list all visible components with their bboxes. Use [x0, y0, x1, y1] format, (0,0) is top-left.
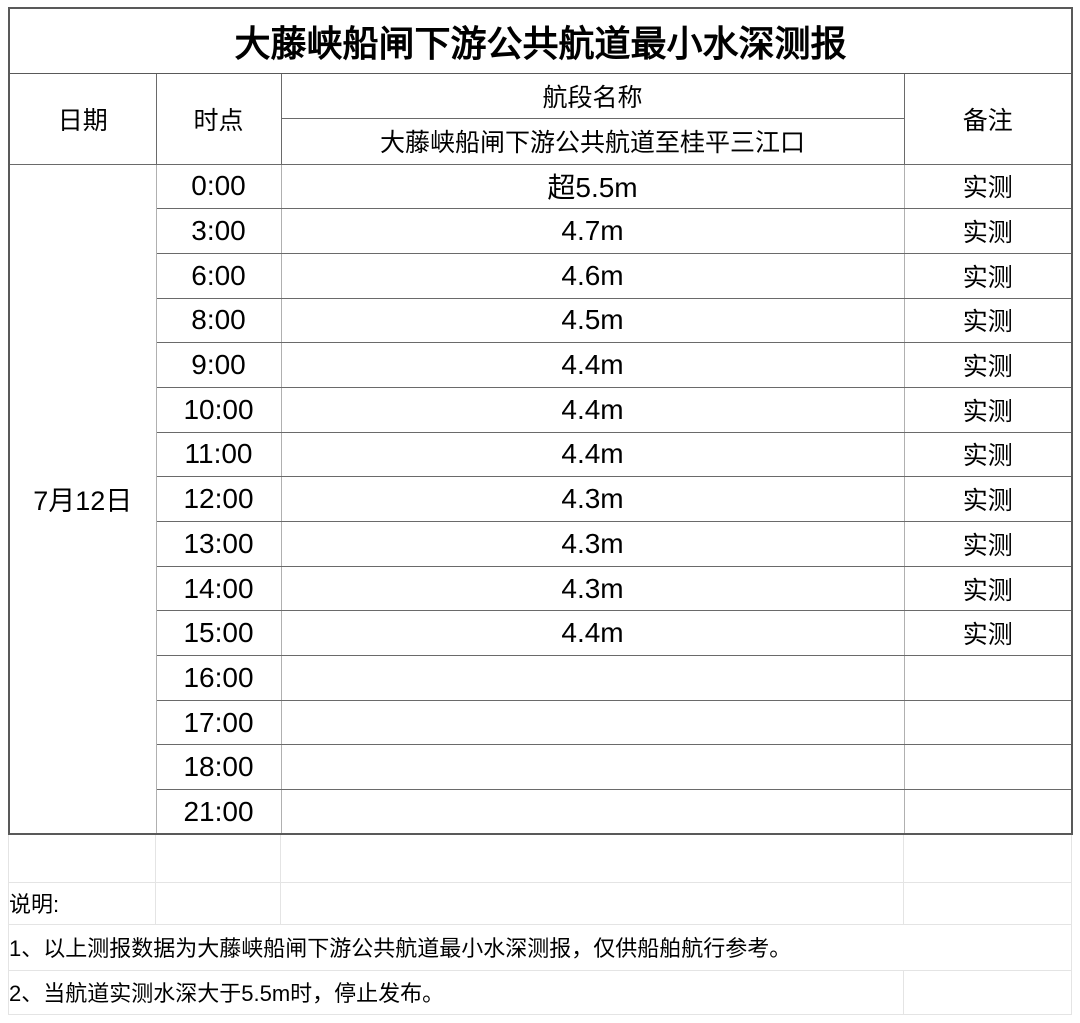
table-row: 6:00 4.6m 实测: [9, 252, 1073, 299]
note-2: 2、当航道实测水深大于5.5m时，停止发布。: [8, 970, 904, 1015]
remark-cell: 实测: [903, 521, 1073, 567]
depth-cell: 4.4m: [280, 386, 905, 433]
remark-cell: 实测: [903, 252, 1073, 299]
depth-cell: 4.4m: [280, 342, 905, 388]
remark-cell: 实测: [903, 386, 1073, 433]
header-date: 日期: [8, 72, 157, 165]
depth-cell: 4.7m: [280, 208, 905, 254]
table-row: 18:00: [9, 744, 1073, 791]
table-row: 14:00 4.3m 实测: [9, 565, 1073, 612]
table-row: 8:00 4.5m 实测: [9, 297, 1073, 344]
notes-label: 说明:: [8, 882, 156, 925]
report-table-container: 大藤峡船闸下游公共航道最小水深测报 日期 时点 航段名称 备注 大藤峡船闸下游公…: [8, 7, 1074, 1015]
time-cell: 0:00: [155, 163, 282, 210]
time-cell: 6:00: [155, 252, 282, 299]
time-cell: 16:00: [155, 655, 282, 701]
depth-cell: 4.3m: [280, 521, 905, 567]
table-row: 16:00: [9, 655, 1073, 701]
note-row: 2、当航道实测水深大于5.5m时，停止发布。: [8, 970, 1072, 1015]
header-remark: 备注: [903, 72, 1073, 165]
depth-cell: 4.3m: [280, 476, 905, 522]
depth-cell: [280, 789, 905, 835]
time-cell: 9:00: [155, 342, 282, 388]
header-section: 航段名称: [280, 72, 905, 119]
remark-cell: 实测: [903, 163, 1073, 210]
table-row: 12:00 4.3m 实测: [9, 476, 1073, 522]
time-cell: 11:00: [155, 431, 282, 478]
remark-cell: 实测: [903, 297, 1073, 344]
remark-cell: [903, 744, 1073, 791]
depth-report-table: 大藤峡船闸下游公共航道最小水深测报 日期 时点 航段名称 备注 大藤峡船闸下游公…: [8, 7, 1074, 836]
header-time: 时点: [155, 72, 282, 165]
remark-cell: [903, 789, 1073, 835]
table-row: 15:00 4.4m 实测: [9, 610, 1073, 657]
depth-cell: 超5.5m: [280, 163, 905, 210]
time-cell: 17:00: [155, 699, 282, 746]
depth-cell: 4.4m: [280, 610, 905, 657]
time-cell: 12:00: [155, 476, 282, 522]
remark-cell: 实测: [903, 476, 1073, 522]
table-row: 13:00 4.3m 实测: [9, 521, 1073, 567]
note-1: 1、以上测报数据为大藤峡船闸下游公共航道最小水深测报，仅供船舶航行参考。: [8, 924, 1072, 971]
notes-section: 说明: 1、以上测报数据为大藤峡船闸下游公共航道最小水深测报，仅供船舶航行参考。…: [8, 835, 1072, 1015]
time-cell: 3:00: [155, 208, 282, 254]
depth-cell: [280, 744, 905, 791]
depth-cell: [280, 699, 905, 746]
remark-cell: 实测: [903, 208, 1073, 254]
depth-cell: 4.4m: [280, 431, 905, 478]
table-row: 17:00: [9, 699, 1073, 746]
remark-cell: 实测: [903, 431, 1073, 478]
time-cell: 18:00: [155, 744, 282, 791]
header-section-sub: 大藤峡船闸下游公共航道至桂平三江口: [280, 117, 905, 165]
table-row: 11:00 4.4m 实测: [9, 431, 1073, 478]
remark-cell: 实测: [903, 342, 1073, 388]
depth-cell: 4.5m: [280, 297, 905, 344]
remark-cell: [903, 699, 1073, 746]
table-row: 10:00 4.4m 实测: [9, 386, 1073, 433]
remark-cell: [903, 655, 1073, 701]
time-cell: 15:00: [155, 610, 282, 657]
depth-cell: 4.6m: [280, 252, 905, 299]
time-cell: 10:00: [155, 386, 282, 433]
time-cell: 8:00: [155, 297, 282, 344]
date-cell: 7月12日: [8, 163, 157, 835]
time-cell: 13:00: [155, 521, 282, 567]
table-row: 7月12日 0:00 超5.5m 实测: [8, 163, 1073, 835]
time-cell: 14:00: [155, 565, 282, 612]
remark-cell: 实测: [903, 610, 1073, 657]
table-row: 9:00 4.4m 实测: [9, 342, 1073, 388]
table-row: 3:00 4.7m 实测: [9, 208, 1073, 254]
time-cell: 21:00: [155, 789, 282, 835]
depth-cell: 4.3m: [280, 565, 905, 612]
remark-cell: 实测: [903, 565, 1073, 612]
empty-row: [8, 835, 1072, 883]
depth-cell: [280, 655, 905, 701]
table-row: 21:00: [9, 789, 1073, 835]
page-title: 大藤峡船闸下游公共航道最小水深测报: [9, 8, 1073, 74]
note-row: 1、以上测报数据为大藤峡船闸下游公共航道最小水深测报，仅供船舶航行参考。: [8, 924, 1072, 971]
notes-label-row: 说明:: [8, 882, 1072, 925]
